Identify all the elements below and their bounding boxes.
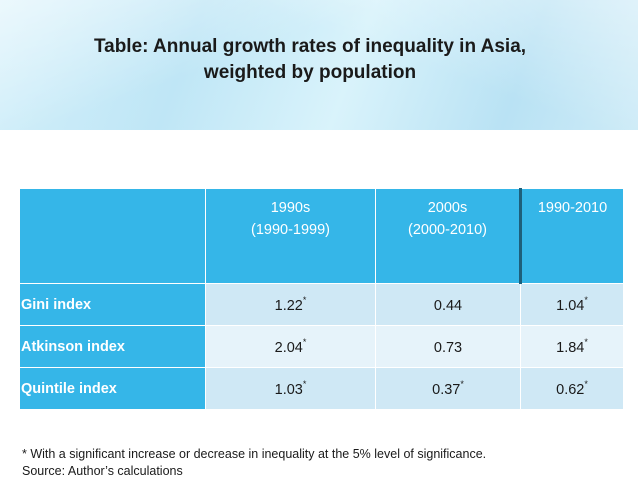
inequality-growth-table: 1990s (1990-1999) 2000s (2000-2010) 1990…: [19, 188, 624, 410]
significance-mark: *: [302, 378, 307, 389]
table-cell: 0.62*: [520, 367, 624, 410]
significance-mark: *: [584, 294, 588, 305]
cell-value: 1.84: [556, 339, 585, 356]
cell-value: 1.22: [274, 297, 303, 314]
title-line-1: Table: Annual growth rates of inequality…: [93, 36, 527, 57]
header-band: [0, 0, 638, 130]
significance-mark: *: [302, 294, 307, 305]
footnote: * With a significant increase or decreas…: [22, 446, 486, 480]
column-header-sublabel: (1990-1999): [251, 222, 330, 238]
table-cell: 0.73: [375, 325, 521, 368]
cell-value: 0.73: [433, 339, 463, 356]
table-cell: 0.44: [375, 283, 521, 326]
cell-value: 1.03: [274, 381, 303, 398]
significance-mark: *: [302, 336, 307, 347]
column-header-label: 2000s: [427, 200, 468, 216]
table-header-row: 1990s (1990-1999) 2000s (2000-2010) 1990…: [19, 188, 624, 284]
source-note: Source: Author’s calculations: [22, 464, 183, 478]
row-label: Atkinson index: [21, 338, 125, 355]
table-cell: 1.22*: [205, 283, 376, 326]
title-line-2: weighted by population: [203, 62, 417, 83]
column-header-sublabel: (2000-2010): [408, 222, 487, 238]
table-cell: 2.04*: [205, 325, 376, 368]
row-label-cell: Atkinson index: [19, 325, 206, 368]
table-row-gini: Gini index 1.22* 0.44 1.04*: [19, 283, 624, 326]
column-header-label: 1990-2010: [537, 200, 608, 216]
header-corner-cell: [19, 188, 206, 284]
slide-title: Table: Annual growth rates of inequality…: [20, 34, 600, 86]
row-label: Quintile index: [21, 380, 117, 397]
table-cell: 1.03*: [205, 367, 376, 410]
column-header-1990s: 1990s (1990-1999): [205, 188, 376, 284]
row-label: Gini index: [21, 296, 92, 313]
cell-value: 0.37: [432, 381, 461, 398]
cell-value: 1.04: [556, 297, 585, 314]
cell-value: 0.62: [556, 381, 585, 398]
cell-value: 0.44: [433, 297, 463, 314]
table-row-quintile: Quintile index 1.03* 0.37* 0.62*: [19, 367, 624, 410]
significance-mark: *: [584, 336, 588, 347]
column-header-2000s: 2000s (2000-2010): [375, 188, 521, 284]
column-header-1990-2010: 1990-2010: [519, 188, 624, 284]
table-cell: 0.37*: [375, 367, 521, 410]
significance-mark: *: [584, 378, 588, 389]
table-cell: 1.84*: [520, 325, 624, 368]
significance-note: * With a significant increase or decreas…: [22, 447, 487, 461]
significance-mark: *: [460, 378, 464, 389]
table-row-atkinson: Atkinson index 2.04* 0.73 1.84*: [19, 325, 624, 368]
cell-value: 2.04: [274, 339, 303, 356]
column-header-label: 1990s: [270, 200, 311, 216]
row-label-cell: Quintile index: [19, 367, 206, 410]
row-label-cell: Gini index: [19, 283, 206, 326]
table-cell: 1.04*: [520, 283, 624, 326]
